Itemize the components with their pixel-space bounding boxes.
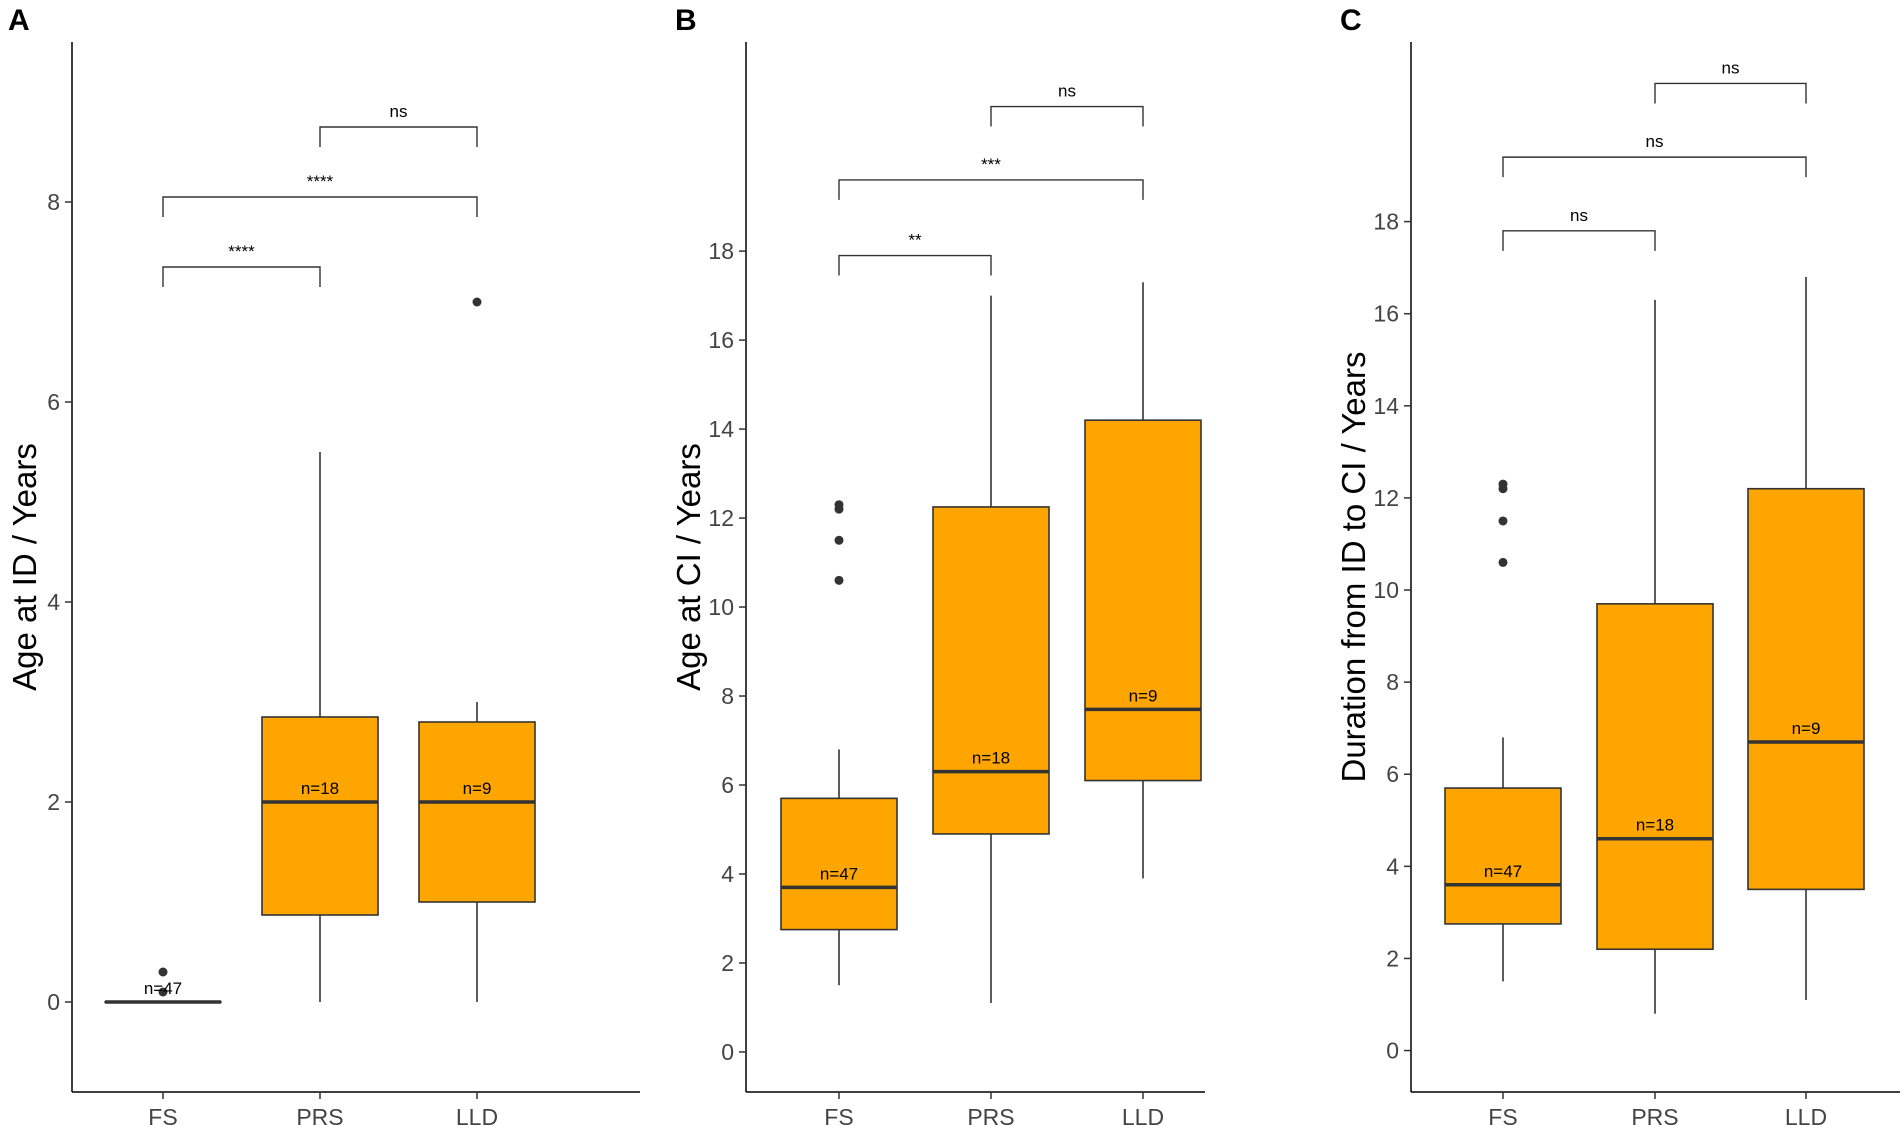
outlier-point bbox=[1498, 557, 1508, 567]
outlier-point bbox=[834, 575, 844, 585]
comparison-bracket bbox=[1502, 230, 1656, 251]
y-tick-label: 8 bbox=[47, 189, 60, 215]
iqr-box bbox=[780, 797, 898, 931]
outlier-point bbox=[834, 535, 844, 545]
comparison-bracket bbox=[162, 196, 478, 217]
y-tick-label: 6 bbox=[1386, 761, 1399, 787]
n-label: n=47 bbox=[820, 864, 858, 883]
x-tick-label-prs: PRS bbox=[1631, 1104, 1678, 1125]
outlier-point bbox=[158, 967, 168, 977]
outlier-point bbox=[834, 504, 844, 514]
y-tick-label: 18 bbox=[708, 238, 734, 264]
y-tick-label: 10 bbox=[708, 594, 734, 620]
n-label: n=18 bbox=[1636, 816, 1674, 835]
n-label: n=9 bbox=[1129, 686, 1158, 705]
y-tick-label: 12 bbox=[708, 505, 734, 531]
significance-label: **** bbox=[307, 172, 334, 191]
y-tick-label: 4 bbox=[721, 861, 734, 887]
y-tick-label: 16 bbox=[708, 327, 734, 353]
n-label: n=9 bbox=[1792, 719, 1821, 738]
box-prs: n=18 bbox=[261, 452, 379, 1002]
significance-label: ns bbox=[390, 102, 408, 121]
significance-label: ns bbox=[1646, 132, 1664, 151]
box-lld: n=9 bbox=[1747, 276, 1865, 1000]
x-tick-label-prs: PRS bbox=[967, 1104, 1014, 1125]
iqr-box bbox=[1084, 419, 1202, 782]
y-tick-label: 2 bbox=[721, 950, 734, 976]
outlier-point bbox=[1498, 484, 1508, 494]
y-axis-label: Duration from ID to CI / Years bbox=[1335, 351, 1372, 782]
outlier-point bbox=[1498, 516, 1508, 526]
x-tick-label-lld: LLD bbox=[1122, 1104, 1164, 1125]
box-prs: n=18 bbox=[1596, 299, 1714, 1014]
iqr-box bbox=[1596, 603, 1714, 951]
significance-label: ns bbox=[1722, 58, 1740, 77]
iqr-box bbox=[261, 716, 379, 916]
y-tick-label: 16 bbox=[1373, 301, 1399, 327]
iqr-box bbox=[1747, 487, 1865, 891]
y-tick-label: 2 bbox=[47, 789, 60, 815]
y-tick-label: 18 bbox=[1373, 209, 1399, 235]
box-lld: n=9 bbox=[1084, 282, 1202, 879]
comparison-bracket bbox=[319, 126, 478, 147]
y-axis-label: Age at ID / Years bbox=[6, 443, 43, 691]
outlier-point bbox=[472, 297, 482, 307]
box-prs: n=18 bbox=[932, 295, 1050, 1004]
box-fs: n=47 bbox=[780, 500, 898, 986]
y-tick-label: 8 bbox=[721, 683, 734, 709]
iqr-box bbox=[418, 721, 536, 903]
significance-label: **** bbox=[228, 242, 255, 261]
n-label: n=47 bbox=[144, 979, 182, 998]
comparison-bracket bbox=[990, 105, 1144, 127]
y-tick-label: 14 bbox=[1373, 393, 1399, 419]
significance-label: ** bbox=[908, 231, 922, 250]
comparison-bracket bbox=[1654, 82, 1807, 104]
y-tick-label: 12 bbox=[1373, 485, 1399, 511]
y-axis-label: Age at CI / Years bbox=[670, 443, 707, 691]
x-tick-label-fs: FS bbox=[148, 1104, 177, 1125]
y-tick-label: 10 bbox=[1373, 577, 1399, 603]
x-tick-label-lld: LLD bbox=[1785, 1104, 1827, 1125]
x-tick-label-fs: FS bbox=[1488, 1104, 1517, 1125]
outlier-point bbox=[158, 987, 168, 997]
box-lld: n=9 bbox=[418, 297, 536, 1002]
box-fs: n=47 bbox=[1444, 479, 1562, 982]
x-tick-label-lld: LLD bbox=[456, 1104, 498, 1125]
y-tick-label: 0 bbox=[47, 989, 60, 1015]
x-tick-label-fs: FS bbox=[824, 1104, 853, 1125]
panel-b: B 0 2 4 6 8 10 12 14 16 18 FS PRS LLD Age at CI / Year… bbox=[670, 4, 1205, 1125]
n-label: n=18 bbox=[972, 749, 1010, 768]
y-tick-label: 8 bbox=[1386, 669, 1399, 695]
y-tick-label: 4 bbox=[47, 589, 60, 615]
iqr-box bbox=[1444, 787, 1562, 925]
y-tick-label: 6 bbox=[721, 772, 734, 798]
comparison-bracket bbox=[1502, 156, 1807, 178]
significance-label: ns bbox=[1058, 82, 1076, 101]
panel-c: C 0 2 4 6 8 10 12 14 16 18 FS PRS LLD Duration from ID… bbox=[1335, 4, 1900, 1125]
comparison-bracket bbox=[162, 266, 321, 287]
panel-a: A 0 2 4 6 8 FS PRS LLD Age at ID / Years n=47 n=18 n… bbox=[6, 4, 640, 1125]
y-tick-label: 0 bbox=[721, 1039, 734, 1065]
comparison-bracket bbox=[838, 179, 1144, 200]
n-label: n=9 bbox=[463, 779, 492, 798]
significance-label: *** bbox=[981, 155, 1001, 174]
n-label: n=18 bbox=[301, 779, 339, 798]
box-fs: n=47 bbox=[104, 967, 222, 1004]
y-tick-label: 14 bbox=[708, 416, 734, 442]
iqr-box bbox=[932, 506, 1050, 835]
x-tick-label-prs: PRS bbox=[296, 1104, 343, 1125]
y-tick-label: 6 bbox=[47, 389, 60, 415]
comparison-bracket bbox=[838, 254, 992, 276]
y-tick-label: 0 bbox=[1386, 1038, 1399, 1064]
n-label: n=47 bbox=[1484, 862, 1522, 881]
panel-letter: A bbox=[8, 4, 30, 37]
y-tick-label: 2 bbox=[1386, 945, 1399, 971]
panel-letter: C bbox=[1340, 4, 1362, 37]
y-tick-label: 4 bbox=[1386, 853, 1399, 879]
panel-letter: B bbox=[675, 4, 697, 37]
significance-label: ns bbox=[1570, 206, 1588, 225]
